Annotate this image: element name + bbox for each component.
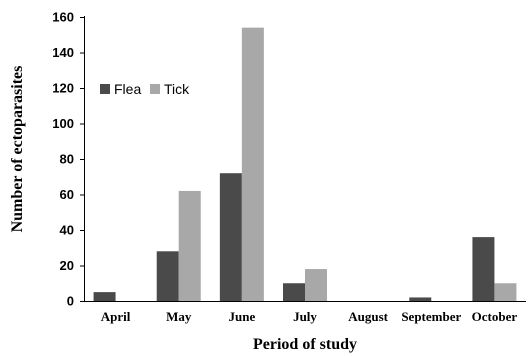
x-axis-labels: April May June July August September October [101,309,518,324]
legend-label-flea: Flea [114,81,141,97]
x-tick-label: August [348,309,388,324]
x-tick-label: September [401,309,461,324]
legend-swatch-flea [100,84,110,94]
y-tick-label: 80 [60,152,74,167]
bar-flea-july [283,283,305,301]
legend-swatch-tick [150,84,160,94]
y-tick-label: 100 [52,116,74,131]
bar-flea-october [472,237,495,301]
y-axis-title: Number of ectoparasites [9,66,26,233]
y-tick-label: 60 [60,187,74,202]
bar-flea-april [93,292,116,301]
y-axis-ticks: 0 20 40 60 80 100 120 140 160 [52,10,84,309]
y-tick-label: 20 [60,258,74,273]
y-tick-label: 120 [52,81,74,96]
x-tick-label: October [472,309,518,324]
x-tick-label: May [166,309,192,324]
y-tick-label: 160 [52,10,74,25]
y-tick-label: 40 [60,223,74,238]
bar-tick-october [494,283,517,301]
y-tick-label: 0 [67,294,74,309]
legend-label-tick: Tick [164,81,190,97]
chart-bars [93,27,517,302]
x-axis-title: Period of study [253,336,357,353]
bar-tick-may [178,190,201,301]
bar-flea-june [219,173,242,301]
x-tick-label: April [101,309,131,324]
y-tick-label: 140 [52,45,74,60]
bar-tick-june [241,27,264,302]
x-tick-label: June [228,309,255,324]
x-tick-label: July [293,309,317,324]
bar-flea-september [409,297,432,301]
bar-tick-july [305,269,327,301]
bar-flea-may [156,251,179,301]
legend: Flea Tick [100,81,190,97]
